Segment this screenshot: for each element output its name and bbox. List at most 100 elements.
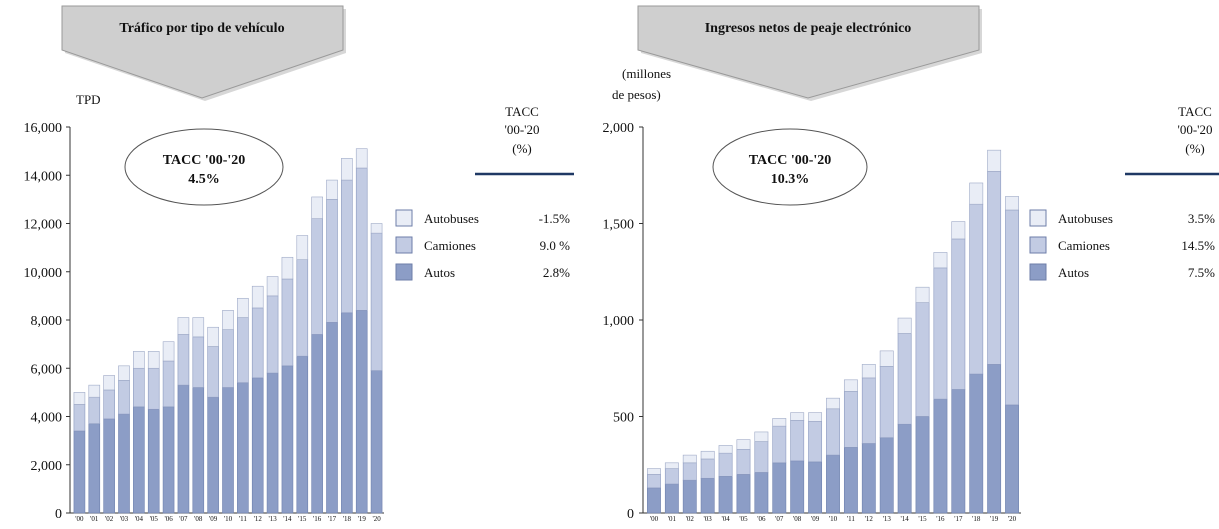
bar-autos-15 [296, 355, 309, 514]
x-tick-label: '03 [120, 515, 129, 523]
bar-autos-13 [879, 437, 894, 514]
legend-tacc-value: 9.0 % [540, 238, 571, 253]
bar-camiones-09 [808, 421, 823, 463]
x-tick-label: '18 [343, 515, 352, 523]
x-tick-label: '17 [954, 515, 963, 523]
x-tick-label: '05 [739, 515, 748, 523]
bar-camiones-08 [192, 336, 205, 388]
bar-autos-07 [772, 462, 787, 514]
legend-label: Autos [1058, 265, 1089, 280]
bar-autobuses-04 [718, 445, 733, 454]
bar-autobuses-09 [808, 412, 823, 422]
bar-autos-08 [192, 387, 205, 514]
bar-autobuses-18 [969, 182, 984, 205]
x-tick-label: '11 [847, 515, 856, 523]
bar-autos-04 [133, 406, 145, 514]
legend-tacc-value: 2.8% [543, 265, 570, 280]
bar-camiones-16 [311, 218, 323, 335]
y-tick-label: 14,000 [24, 169, 63, 184]
x-tick-label: '15 [298, 515, 307, 523]
x-tick-label: '08 [194, 515, 203, 523]
bar-autobuses-03 [118, 365, 130, 381]
bar-camiones-19 [355, 167, 368, 311]
y-tick-label: 12,000 [24, 218, 63, 233]
x-tick-label: '20 [1008, 515, 1017, 523]
bar-autobuses-19 [355, 148, 368, 169]
x-tick-label: '06 [757, 515, 766, 523]
y-axis-label: TPD [76, 92, 101, 107]
bar-camiones-12 [861, 377, 876, 444]
x-tick-label: '02 [686, 515, 695, 523]
bar-camiones-04 [133, 367, 145, 408]
bar-camiones-16 [933, 267, 948, 400]
y-tick-label: 16,000 [24, 121, 63, 136]
bar-camiones-04 [718, 452, 733, 477]
bar-autobuses-05 [736, 439, 751, 450]
legend-swatch-autos [395, 263, 413, 281]
bar-camiones-15 [915, 302, 930, 417]
x-tick-label: '01 [90, 515, 99, 523]
bar-camiones-05 [736, 449, 751, 475]
bar-camiones-03 [700, 458, 715, 479]
bar-camiones-13 [879, 366, 894, 439]
bar-camiones-06 [162, 360, 175, 408]
bar-autobuses-12 [861, 364, 876, 379]
bar-autos-01 [88, 423, 101, 514]
x-tick-label: '00 [75, 515, 84, 523]
y-tick-label: 6,000 [31, 362, 63, 377]
legend-swatch-camiones [1029, 236, 1047, 254]
bar-camiones-03 [118, 380, 130, 415]
bar-autobuses-01 [664, 462, 679, 469]
x-tick-label: '06 [164, 515, 173, 523]
tacc-callout-label: TACC '00-'20 [163, 153, 246, 168]
y-axis-label-line: (millones [622, 66, 671, 81]
x-tick-label: '13 [883, 515, 892, 523]
y-tick-label: 1,500 [603, 218, 635, 233]
x-tick-label: '05 [150, 515, 159, 523]
bar-camiones-07 [772, 425, 787, 464]
x-tick-label: '12 [254, 515, 263, 523]
bar-autos-11 [237, 382, 249, 514]
x-tick-label: '10 [829, 515, 838, 523]
bar-autos-01 [664, 483, 679, 514]
tacc-callout-value: 10.3% [771, 172, 810, 187]
tacc-header: '00-'20 [504, 122, 539, 137]
x-tick-label: '00 [650, 515, 659, 523]
bar-autos-06 [162, 406, 175, 514]
x-tick-label: '18 [972, 515, 981, 523]
tacc-callout [712, 128, 868, 206]
bar-camiones-18 [341, 179, 353, 314]
bar-camiones-01 [664, 468, 679, 485]
bar-autos-00 [73, 430, 86, 514]
x-tick-label: '09 [811, 515, 820, 523]
tacc-callout-label: TACC '00-'20 [749, 153, 832, 168]
x-tick-label: '17 [328, 515, 337, 523]
y-tick-label: 0 [55, 507, 62, 522]
legend-swatch-camiones [395, 236, 413, 254]
legend-tacc-value: 14.5% [1181, 238, 1215, 253]
x-tick-label: '07 [775, 515, 784, 523]
x-tick-label: '03 [704, 515, 713, 523]
legend-swatch-autos [1029, 263, 1047, 281]
bar-autobuses-11 [843, 379, 858, 392]
bar-autos-05 [736, 474, 751, 514]
bar-autos-08 [790, 460, 805, 514]
bar-camiones-14 [281, 278, 294, 367]
bar-autos-12 [861, 443, 876, 514]
bar-camiones-10 [222, 329, 234, 388]
bar-camiones-06 [754, 441, 769, 473]
bar-autobuses-11 [237, 297, 249, 318]
bar-autos-19 [355, 310, 368, 514]
bar-autos-13 [266, 372, 279, 514]
tacc-header: (%) [512, 141, 532, 156]
bar-camiones-09 [207, 346, 219, 398]
bar-autos-09 [207, 396, 219, 514]
y-tick-label: 2,000 [603, 121, 635, 136]
legend-tacc-value: 3.5% [1188, 211, 1215, 226]
bar-camiones-19 [987, 171, 1002, 365]
bar-autos-17 [326, 322, 338, 514]
bar-autos-20 [370, 370, 383, 514]
bar-autobuses-02 [103, 375, 115, 391]
legend-swatch-autobuses [395, 209, 413, 227]
y-tick-label: 1,000 [603, 314, 635, 329]
